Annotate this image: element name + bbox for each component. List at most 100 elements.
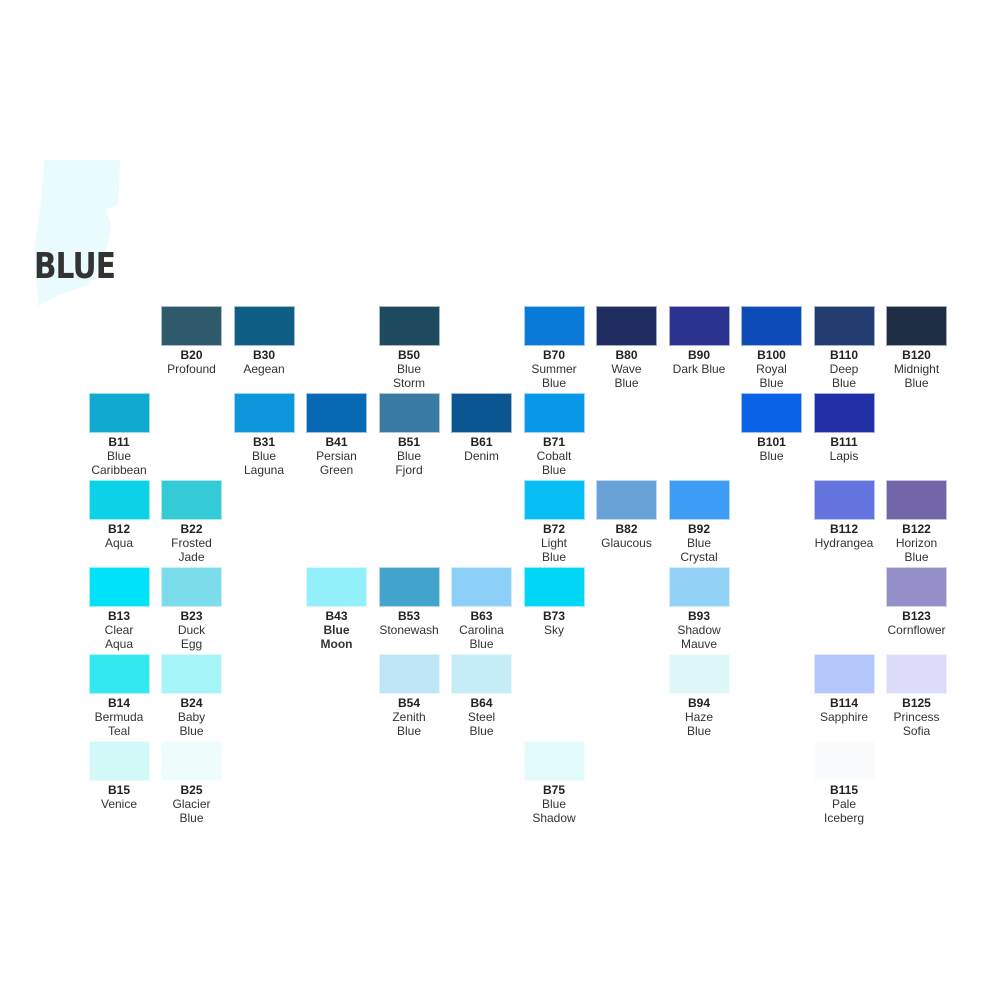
swatch-name: Frosted bbox=[171, 536, 212, 550]
swatch-name: Blue bbox=[469, 724, 494, 738]
swatch-name: Shadow bbox=[532, 811, 576, 825]
color-swatch bbox=[741, 393, 802, 433]
color-swatch bbox=[378, 567, 440, 607]
swatch-code: B31 bbox=[252, 435, 275, 449]
swatch-name: Blue bbox=[686, 724, 712, 738]
swatch-b22: B22 Frosted Jade bbox=[156, 480, 228, 564]
color-swatch bbox=[813, 393, 875, 433]
swatch-code: B53 bbox=[397, 609, 420, 623]
swatch-name: Sofia bbox=[902, 724, 931, 738]
color-swatch bbox=[668, 654, 730, 694]
color-swatch bbox=[596, 480, 657, 520]
color-swatch bbox=[523, 306, 585, 346]
color-swatch bbox=[378, 306, 440, 346]
swatch-name: Pale bbox=[831, 797, 857, 811]
swatch-code: B115 bbox=[829, 783, 859, 797]
swatch-b15: B15 Venice bbox=[83, 741, 155, 811]
swatch-name: Aqua bbox=[104, 637, 134, 651]
color-swatch bbox=[523, 480, 585, 520]
color-swatch bbox=[886, 306, 947, 346]
color-swatch bbox=[88, 654, 150, 694]
swatch-name: Summer bbox=[531, 362, 577, 376]
color-swatch bbox=[813, 480, 875, 520]
swatch-code: B101 bbox=[757, 435, 786, 449]
swatch-name: Iceberg bbox=[823, 811, 865, 825]
swatch-b72: B72 Light Blue bbox=[518, 480, 590, 564]
swatch-code: B54 bbox=[397, 696, 420, 710]
swatch-code: B110 bbox=[829, 348, 859, 362]
swatch-b61: B61 Denim bbox=[446, 393, 518, 463]
swatch-code: B23 bbox=[180, 609, 203, 623]
swatch-code: B50 bbox=[397, 348, 420, 362]
swatch-code: B22 bbox=[180, 522, 203, 536]
color-swatch bbox=[813, 306, 875, 346]
swatch-name: Baby bbox=[177, 710, 206, 724]
swatch-name: Cornflower bbox=[887, 623, 946, 637]
swatch-name: Blue bbox=[904, 550, 929, 564]
swatch-code: B14 bbox=[107, 696, 130, 710]
swatch-code: B125 bbox=[902, 696, 931, 710]
color-swatch bbox=[596, 306, 657, 346]
swatch-b101: B101 Blue bbox=[736, 393, 808, 463]
swatch-b13: B13 Clear Aqua bbox=[83, 567, 155, 651]
swatch-name: Steel bbox=[467, 710, 496, 724]
color-swatch bbox=[161, 567, 222, 607]
swatch-name: Fjord bbox=[395, 463, 423, 477]
swatch-name: Royal bbox=[756, 362, 787, 376]
swatch-code: B80 bbox=[615, 348, 638, 362]
color-swatch bbox=[88, 741, 150, 781]
swatch-name: Blue bbox=[179, 811, 204, 825]
swatch-name: Persian bbox=[316, 449, 357, 463]
swatch-b25: B25 Glacier Blue bbox=[156, 741, 228, 825]
color-swatch bbox=[668, 306, 730, 346]
swatch-code: B82 bbox=[615, 522, 638, 536]
swatch-code: B75 bbox=[542, 783, 565, 797]
color-swatch bbox=[161, 480, 222, 520]
swatch-code: B30 bbox=[252, 348, 275, 362]
swatch-code: B90 bbox=[687, 348, 710, 362]
swatch-name: Blue bbox=[396, 724, 422, 738]
swatch-name: Blue bbox=[106, 449, 132, 463]
swatch-b115: B115 Pale Iceberg bbox=[808, 741, 880, 825]
color-swatch bbox=[88, 393, 150, 433]
swatch-code: B20 bbox=[180, 348, 203, 362]
swatch-name: Cobalt bbox=[536, 449, 572, 463]
swatch-name: Bermuda bbox=[94, 710, 144, 724]
swatch-code: B41 bbox=[325, 435, 348, 449]
swatch-b122: B122 Horizon Blue bbox=[881, 480, 953, 564]
swatch-b12: B12 Aqua bbox=[83, 480, 155, 550]
color-swatch bbox=[523, 741, 585, 781]
swatch-b100: B100 Royal Blue bbox=[736, 306, 808, 390]
swatch-b54: B54 Zenith Blue bbox=[373, 654, 445, 738]
swatch-name: Jade bbox=[178, 550, 205, 564]
swatch-b92: B92 Blue Crystal bbox=[663, 480, 735, 564]
swatch-name: Deep bbox=[829, 362, 859, 376]
swatch-code: B122 bbox=[902, 522, 931, 536]
swatch-code: B73 bbox=[542, 609, 565, 623]
swatch-b70: B70 Summer Blue bbox=[518, 306, 590, 390]
swatch-name: Light bbox=[540, 536, 568, 550]
swatch-b73: B73 Sky bbox=[518, 567, 590, 637]
swatch-name: Zenith bbox=[392, 710, 426, 724]
swatch-b24: B24 Baby Blue bbox=[156, 654, 228, 738]
color-swatch bbox=[741, 306, 802, 346]
swatch-name: Blue bbox=[251, 449, 277, 463]
swatch-b80: B80 Wave Blue bbox=[591, 306, 663, 390]
swatch-b94: B94 Haze Blue bbox=[663, 654, 735, 738]
color-swatch bbox=[161, 741, 222, 781]
swatch-code: B63 bbox=[470, 609, 493, 623]
swatch-name: Midnight bbox=[893, 362, 940, 376]
swatch-name: Shadow bbox=[677, 623, 721, 637]
swatch-b63: B63 Carolina Blue bbox=[446, 567, 518, 651]
color-swatch bbox=[886, 654, 947, 694]
swatch-b75: B75 Blue Shadow bbox=[518, 741, 590, 825]
color-swatch bbox=[451, 654, 512, 694]
swatch-name: Blue bbox=[323, 623, 350, 637]
swatch-code: B12 bbox=[107, 522, 130, 536]
swatch-code: B112 bbox=[829, 522, 859, 536]
color-swatch bbox=[523, 393, 585, 433]
swatch-code: B13 bbox=[107, 609, 130, 623]
swatch-name: Blue bbox=[686, 536, 712, 550]
color-swatch bbox=[451, 393, 512, 433]
swatch-name: Blue bbox=[469, 637, 494, 651]
